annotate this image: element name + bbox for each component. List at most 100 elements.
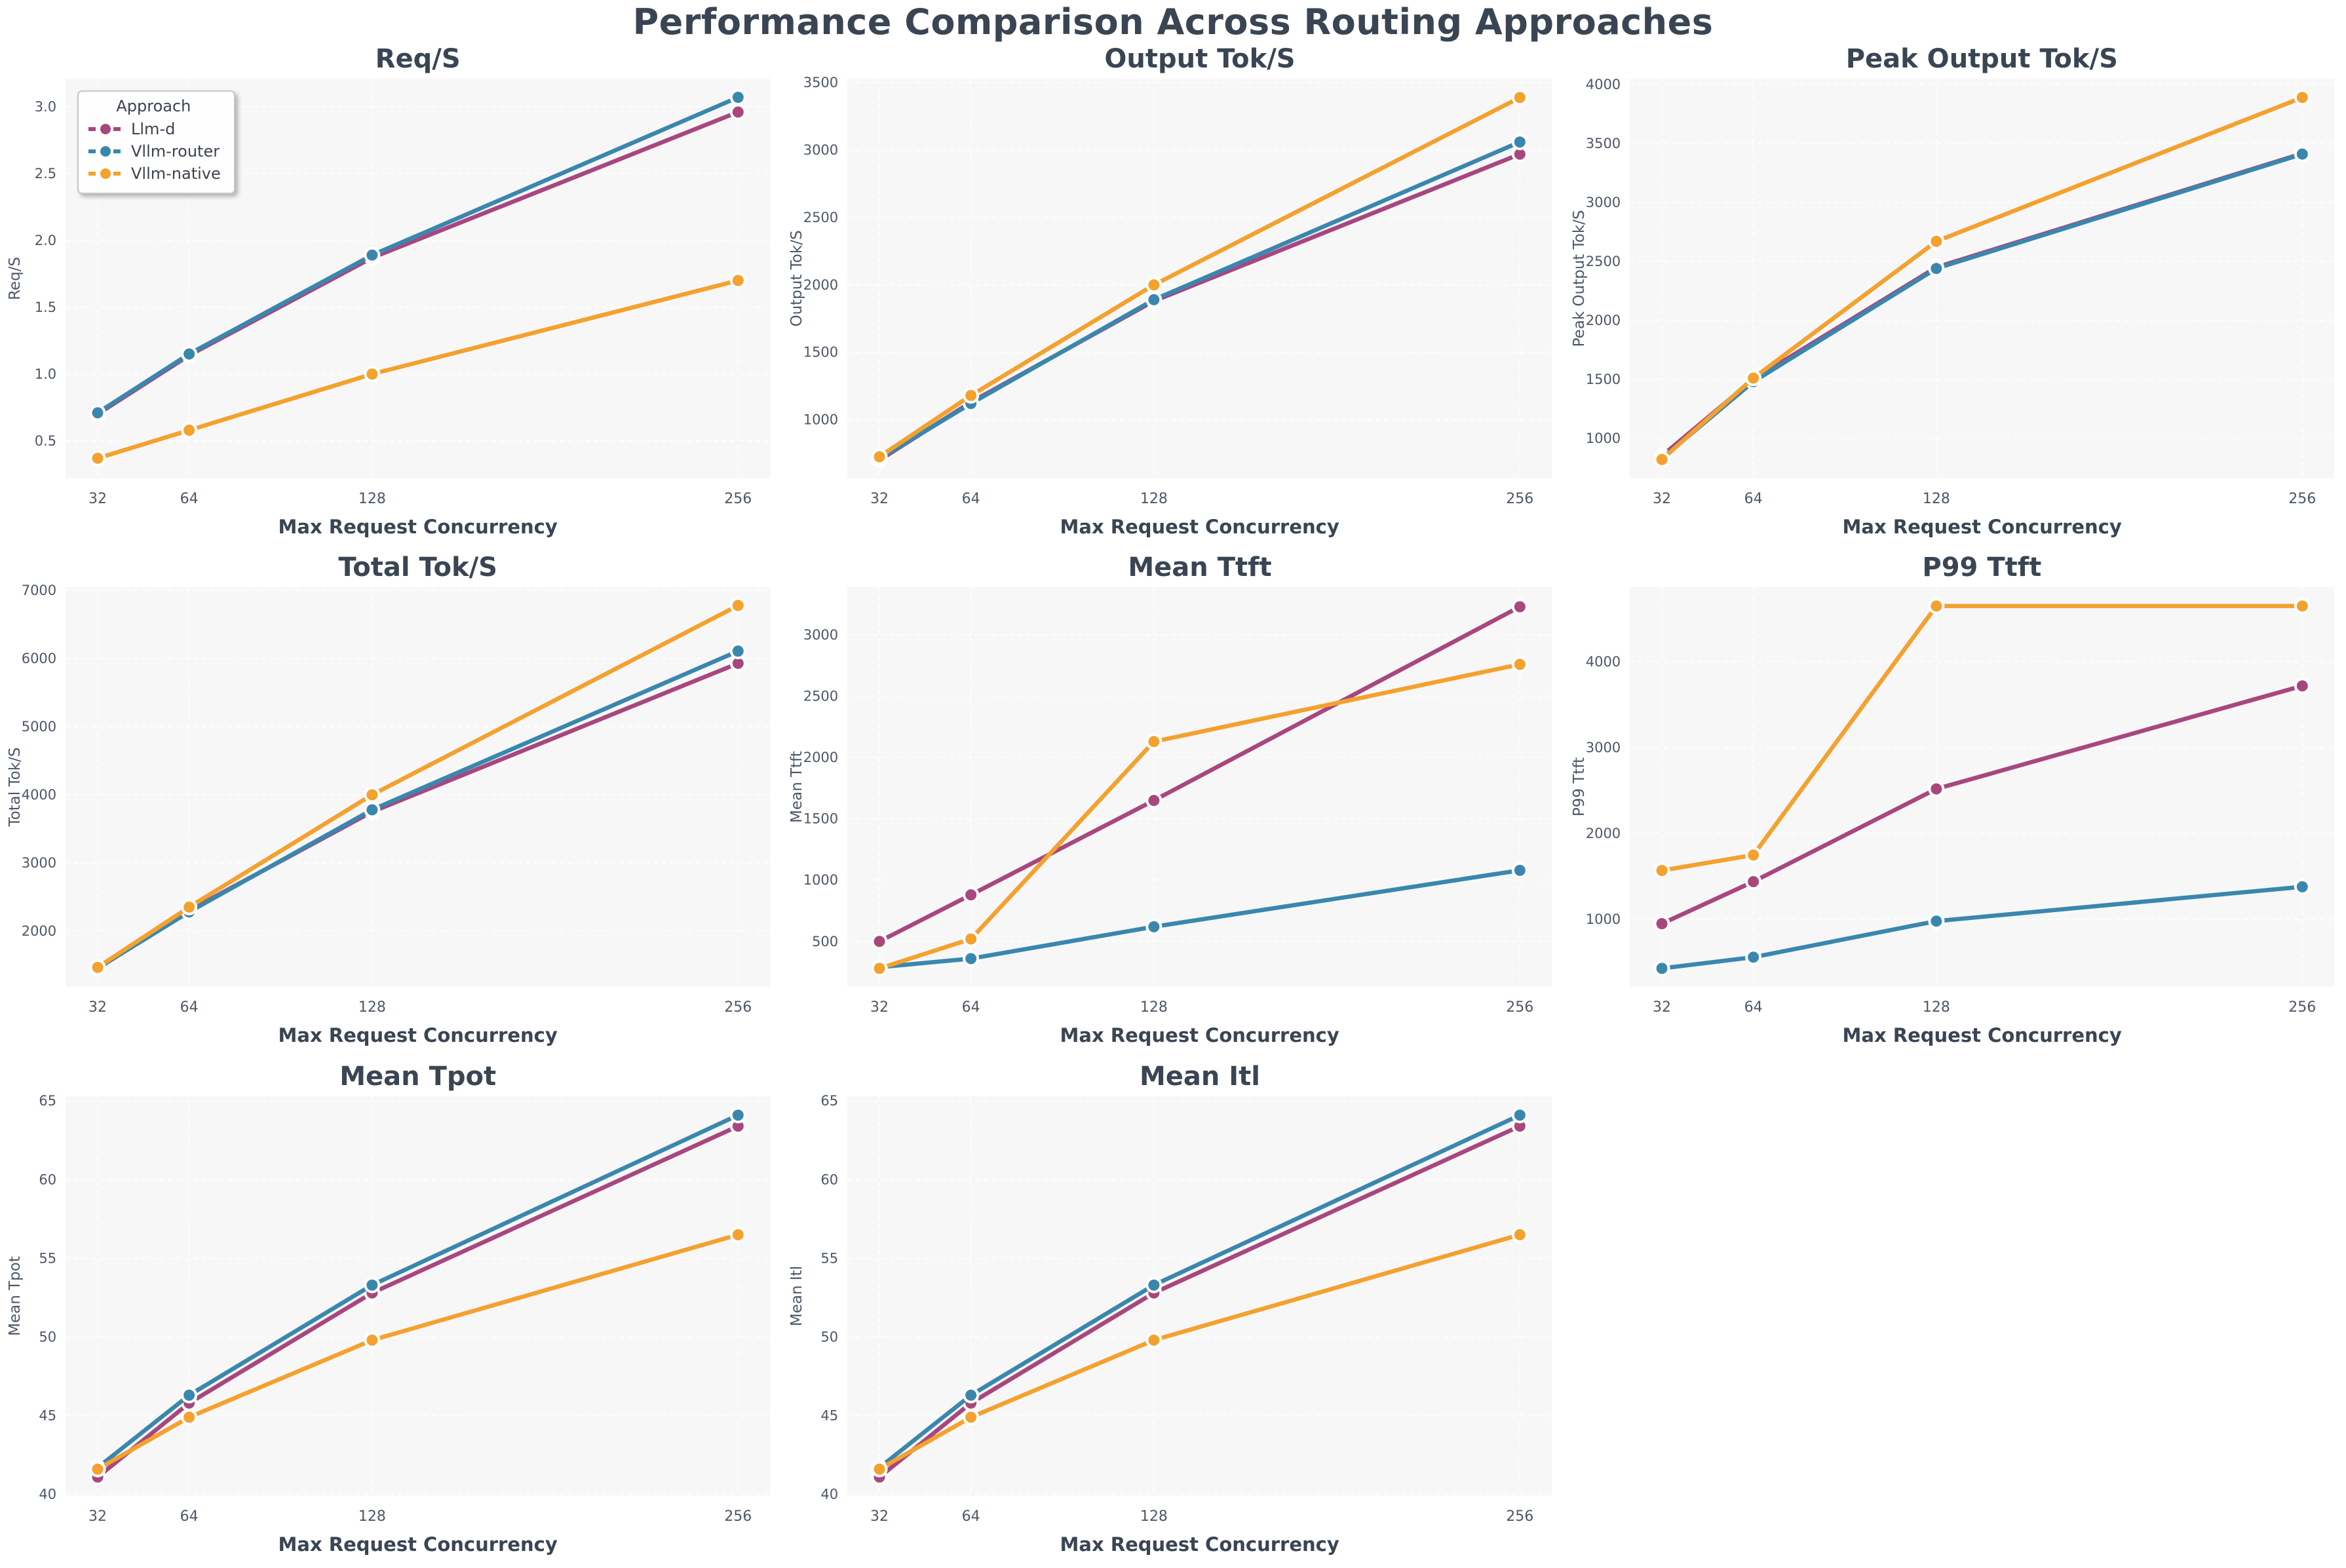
y-tick-label: 1.0 [35,366,56,382]
data-point-vllm-native [1145,277,1163,294]
y-tick-label: 1500 [803,345,838,360]
series-line-vllm-router [877,868,1522,970]
data-point-vllm-router [729,89,746,106]
chart-title: Total Tok/S [338,552,497,583]
x-tick-label: 64 [180,1508,199,1525]
data-point-vllm-router [1512,134,1529,151]
y-tick-label: 1000 [1585,430,1620,446]
y-tick-label: 45 [821,1407,839,1423]
data-point-vllm-native [1928,233,1945,250]
series-line-vllm-router [95,649,740,971]
x-tick-label: 128 [1923,999,1950,1016]
data-point-vllm-router [181,1386,198,1404]
series-line-vllm-native [95,603,740,970]
data-point-vllm-native [1145,733,1163,750]
x-tick-label: 64 [180,491,199,507]
data-point-vllm-native [2294,89,2311,106]
y-tick-label: 1500 [1585,372,1620,387]
charts-grid: Req/S 0.5 1.0 1.5 2.0 2.5 3.0 32 64 128 256 Max Req… [0,42,2346,1568]
chart-cell: Mean Ttft 500 1000 1500 2000 2500 3000 32 64 128 2… [782,550,1564,1059]
legend-label: Vllm-native [131,164,221,183]
data-point-vllm-router [963,1386,980,1404]
page-title: Performance Comparison Across Routing Ap… [632,1,1714,43]
data-point-vllm-router [1744,949,1761,966]
plot-background [1629,79,2334,478]
data-point-vllm-router [364,801,381,818]
y-tick-label: 2000 [803,750,838,765]
chart-plot: 40 45 50 55 60 65 32 64 128 256 Max Request Concur… [788,1093,1552,1556]
chart-cell: Output Tok/S 1000 1500 2000 2500 3000 3500 32 64… [782,42,1564,550]
x-tick-label: 32 [870,999,889,1016]
data-point-vllm-native [2294,598,2311,615]
series-line-llm-d [1659,683,2305,927]
x-axis-label: Max Request Concurrency [279,516,558,538]
x-tick-label: 32 [1653,999,1671,1016]
y-tick-label: 1000 [1585,911,1620,927]
chart-title: P99 Ttft [1922,552,2042,583]
x-axis-label: Max Request Concurrency [1060,516,1339,538]
data-point-vllm-native [729,272,746,289]
series-line-vllm-native [1659,603,2305,873]
data-point-vllm-native [963,1409,980,1426]
x-tick-label: 32 [1653,491,1671,507]
y-axis-label: Peak Output Tok/S [1571,210,1588,347]
y-tick-label: 55 [821,1250,839,1266]
legend-line-marker-icon [88,166,123,181]
series-line-vllm-router [95,95,740,415]
y-tick-label: 1.5 [35,299,56,315]
legend-label: Llm-d [131,120,176,138]
series-line-vllm-native [95,1232,740,1472]
y-tick-label: 3000 [22,855,56,871]
y-tick-label: 2000 [1585,313,1620,328]
x-tick-label: 64 [962,1508,980,1525]
y-tick-label: 55 [39,1250,56,1266]
plot-background [66,587,771,987]
x-axis-label: Max Request Concurrency [1060,1024,1339,1046]
chart-title: Mean Itl [1139,1061,1261,1092]
data-point-vllm-router [729,1106,746,1123]
data-point-vllm-native [729,597,746,614]
x-tick-label: 32 [88,999,107,1016]
y-axis-label: Mean Itl [788,1266,805,1326]
data-point-vllm-native [1145,1331,1163,1348]
x-tick-label: 64 [962,999,980,1016]
data-point-vllm-native [1928,598,1945,615]
x-tick-label: 256 [1507,491,1534,507]
x-tick-label: 128 [1923,491,1950,507]
data-point-llm-d [871,933,888,950]
y-axis-label: Req/S [7,257,24,300]
legend: Approach Llm-d Vllm-router Vllm-native [77,90,235,194]
data-point-vllm-router [364,246,381,263]
x-tick-label: 32 [870,491,889,507]
plot-background [847,1096,1552,1496]
y-tick-label: 2500 [803,689,838,704]
data-point-llm-d [1512,598,1529,615]
y-tick-label: 4000 [22,787,56,803]
x-tick-label: 32 [88,491,107,507]
data-point-vllm-router [1512,862,1529,879]
y-tick-label: 50 [39,1329,56,1345]
y-tick-label: 3000 [1585,740,1620,755]
x-tick-label: 64 [1744,491,1762,507]
data-point-vllm-router [89,404,106,421]
y-tick-label: 65 [821,1093,839,1109]
data-point-vllm-native [1744,847,1761,864]
series-line-vllm-router [95,1113,740,1470]
y-tick-label: 60 [39,1172,56,1187]
y-tick-label: 2500 [803,210,838,225]
chart-title: Req/S [375,44,461,74]
chart-cell: Total Tok/S 2000 3000 4000 5000 6000 7000 32 64 1… [0,550,782,1059]
x-tick-label: 128 [1140,1508,1168,1525]
data-point-llm-d [1653,915,1670,932]
x-tick-label: 256 [2288,491,2316,507]
data-point-llm-d [1744,873,1761,890]
y-tick-label: 60 [821,1172,839,1187]
legend-title: Approach [116,97,191,115]
data-point-vllm-native [1744,370,1761,387]
y-tick-label: 2.5 [35,166,56,182]
data-point-vllm-native [1653,862,1670,879]
y-tick-label: 3000 [803,142,838,158]
x-axis-label: Max Request Concurrency [1060,1533,1339,1556]
data-point-vllm-native [89,1461,106,1478]
data-point-llm-d [2294,678,2311,695]
